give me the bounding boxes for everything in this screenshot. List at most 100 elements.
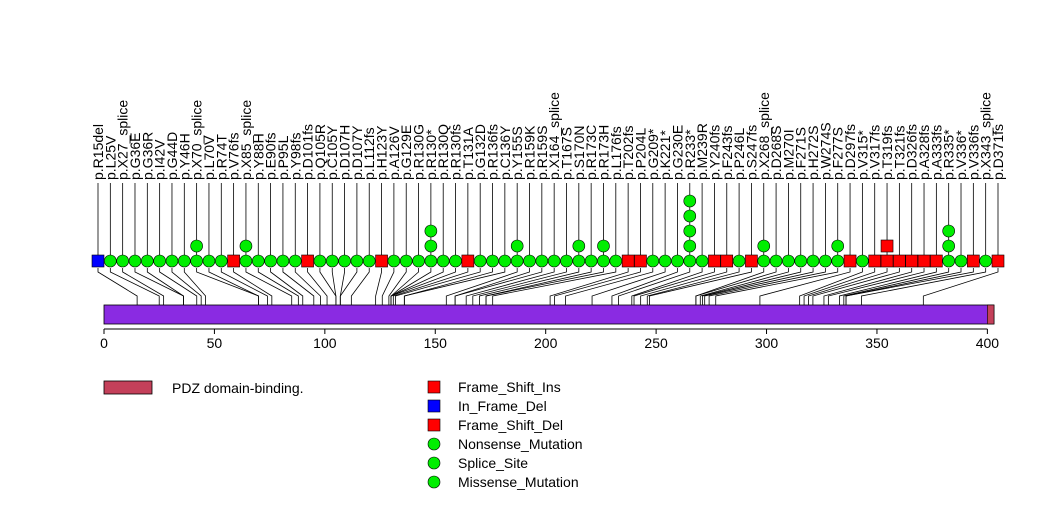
connector-line xyxy=(591,268,666,305)
mutation-label: p.P204L xyxy=(632,128,648,180)
connector-line xyxy=(472,268,567,305)
mutation-label: p.Y88H xyxy=(250,133,266,180)
connector-line xyxy=(554,268,641,305)
mutation-label: p.D297fs xyxy=(842,124,858,180)
connector-line xyxy=(257,268,299,305)
mutation-label: p.D371fs xyxy=(990,124,1006,180)
mutation-marker xyxy=(831,239,845,253)
mutation-label: p.R130fs xyxy=(448,124,464,180)
protein-track xyxy=(103,304,995,325)
mutation-label: p.H123Y xyxy=(374,125,390,180)
mutation-label: p.X268_splice xyxy=(756,92,772,180)
axis-tick-label: 250 xyxy=(644,335,668,351)
mutation-label: p.I42V xyxy=(152,139,168,180)
connector-line xyxy=(803,268,876,305)
mutation-label: p.F277S xyxy=(830,127,846,180)
mutation-marker xyxy=(757,254,771,268)
mutation-marker xyxy=(264,254,277,268)
axis-tick-label: 350 xyxy=(865,335,889,351)
connector-line xyxy=(812,268,900,305)
mutation-label: p.A126V xyxy=(386,126,402,180)
mutation-label: p.X70_splice xyxy=(189,100,205,180)
mutation-label: p.V336* xyxy=(953,130,969,180)
mutation-marker xyxy=(634,254,647,268)
mutation-label: p.C105Y xyxy=(324,125,340,180)
mutation-marker xyxy=(868,254,882,268)
connector-line xyxy=(633,268,715,305)
mutation-marker xyxy=(683,254,697,268)
domain-legend-swatch xyxy=(103,380,153,395)
connector-line xyxy=(922,268,999,305)
mutation-label: p.F243fs xyxy=(719,126,735,180)
mutation-label: p.L25V xyxy=(102,135,118,180)
mutation-label: p.T131A xyxy=(460,126,476,180)
mutation-label: p.R130* xyxy=(423,129,439,180)
mutation-marker xyxy=(313,254,327,268)
mutation-marker xyxy=(350,254,364,268)
mutation-marker xyxy=(449,254,462,268)
mutation-label: p.Y155S xyxy=(509,126,525,180)
mutation-marker xyxy=(301,254,314,268)
connector-line xyxy=(390,268,456,305)
mutation-marker xyxy=(769,254,783,268)
connector-line xyxy=(159,268,198,305)
mutation-label: p.G132D xyxy=(472,124,488,180)
mutation-marker xyxy=(893,254,906,268)
connector-line xyxy=(331,268,337,305)
mutation-marker xyxy=(424,239,438,253)
mutation-marker xyxy=(387,254,401,268)
connector-line xyxy=(445,268,518,305)
connector-line xyxy=(122,268,165,305)
mutation-marker xyxy=(141,254,154,268)
mutation-label: p.R335* xyxy=(941,129,957,180)
connector-line xyxy=(392,268,469,305)
mutation-label: p.T202fs xyxy=(620,126,636,180)
mutation-label: p.T167S xyxy=(558,127,574,180)
connector-line xyxy=(339,268,345,305)
connector-line xyxy=(479,268,580,305)
mutation-label: p.D326fs xyxy=(904,124,920,180)
mutation-marker xyxy=(991,254,1005,268)
mutation-label: p.V317fs xyxy=(867,125,883,180)
connector-line xyxy=(845,268,962,305)
connector-line xyxy=(618,268,691,305)
connector-line xyxy=(319,268,337,305)
mutation-marker xyxy=(399,254,413,268)
connector-line xyxy=(839,268,937,305)
mutation-label: p.P95L xyxy=(275,135,291,180)
domain-block xyxy=(987,304,995,325)
mutation-marker xyxy=(584,254,598,268)
mutation-marker xyxy=(178,254,191,268)
axis-tick-label: 50 xyxy=(207,335,223,351)
mutation-marker xyxy=(621,254,635,268)
mutation-label: p.Y46H xyxy=(176,133,192,180)
mutation-marker xyxy=(979,254,992,268)
mutation-marker xyxy=(214,254,228,268)
mutation-marker xyxy=(683,224,697,238)
mutation-label: p.S247fs xyxy=(743,125,759,180)
mutation-label: p.R15del xyxy=(90,124,106,180)
connector-line xyxy=(388,268,407,305)
mutation-marker xyxy=(535,254,549,268)
mutation-label: p.R136fs xyxy=(485,124,501,180)
connector-line xyxy=(294,268,321,305)
connector-line xyxy=(715,268,839,305)
mutation-label: p.S170N xyxy=(571,126,587,180)
mutation-marker xyxy=(683,239,697,253)
mutation-marker xyxy=(91,254,105,268)
mutation-marker xyxy=(424,254,438,268)
connector-line xyxy=(97,268,138,305)
mutation-marker xyxy=(473,254,487,268)
mutation-marker xyxy=(486,254,499,268)
mutation-marker xyxy=(523,254,536,268)
mutation-marker xyxy=(251,254,265,268)
legend-label: Missense_Mutation xyxy=(458,474,579,490)
mutation-marker xyxy=(510,239,524,253)
legend-swatch xyxy=(427,456,441,470)
mutation-marker xyxy=(288,254,302,268)
mutation-marker xyxy=(338,254,351,268)
mutation-marker xyxy=(880,254,894,268)
mutation-label: p.R159K xyxy=(522,125,538,180)
mutation-marker xyxy=(424,224,438,238)
